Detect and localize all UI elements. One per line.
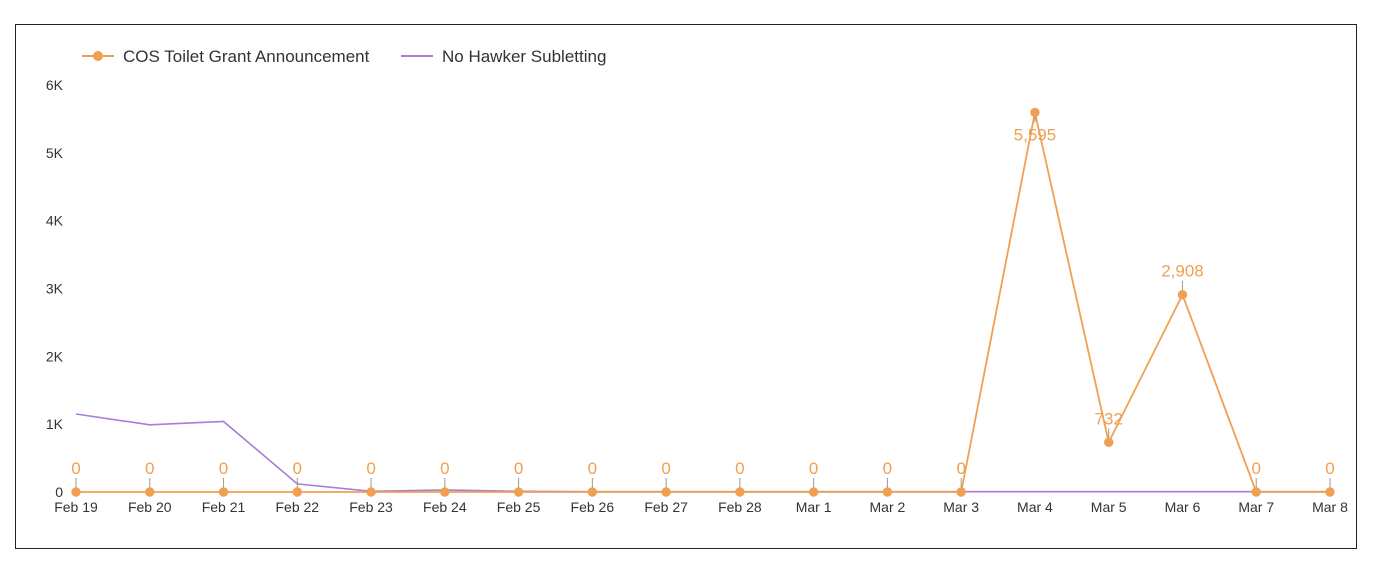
series-line-cos-toilet-grant [76, 112, 1330, 493]
data-label: 0 [883, 459, 892, 478]
legend: COS Toilet Grant Announcement No Hawker S… [82, 47, 606, 66]
x-tick-label: Mar 2 [870, 499, 906, 515]
x-tick-label: Feb 24 [423, 499, 467, 515]
data-label: 0 [956, 459, 965, 478]
x-tick-label: Feb 21 [202, 499, 246, 515]
data-label: 0 [809, 459, 818, 478]
data-point[interactable] [1177, 290, 1188, 300]
x-tick-label: Feb 25 [497, 499, 541, 515]
data-point[interactable] [513, 487, 524, 497]
data-point[interactable] [587, 487, 598, 497]
y-axis: 0 1K 2K 3K 4K 5K 6K [46, 77, 64, 500]
series-line-no-hawker-subletting [75, 413, 1330, 493]
x-tick-label: Feb 22 [275, 499, 319, 515]
data-point[interactable] [661, 487, 671, 497]
legend-marker-cos-toilet-grant [93, 51, 103, 61]
data-label: 0 [293, 459, 302, 478]
data-point[interactable] [71, 487, 81, 497]
y-tick-label: 1K [46, 416, 64, 432]
x-tick-label: Feb 19 [54, 499, 98, 515]
data-label: 0 [514, 459, 523, 478]
data-label: 0 [366, 459, 375, 478]
data-label: 0 [219, 459, 228, 478]
legend-label-cos-toilet-grant[interactable]: COS Toilet Grant Announcement [123, 47, 370, 66]
data-label: 0 [735, 459, 744, 478]
data-point[interactable] [956, 487, 966, 497]
data-point[interactable] [1030, 107, 1040, 118]
data-point[interactable] [218, 487, 229, 497]
data-label: 0 [588, 459, 597, 478]
x-tick-label: Feb 20 [128, 499, 172, 515]
data-point[interactable] [808, 487, 819, 497]
x-tick-label: Mar 8 [1312, 499, 1348, 515]
data-label: 0 [1325, 459, 1334, 478]
x-tick-label: Mar 4 [1017, 499, 1053, 515]
data-label: 0 [440, 459, 449, 478]
x-tick-label: Mar 7 [1238, 499, 1274, 515]
x-tick-label: Feb 23 [349, 499, 393, 515]
data-point[interactable] [366, 487, 376, 497]
x-axis: Feb 19 Feb 20 Feb 21 Feb 22 Feb 23 Feb 24 Feb … [54, 499, 1348, 515]
x-tick-label: Mar 5 [1091, 499, 1127, 515]
x-tick-label: Feb 27 [644, 499, 688, 515]
data-point[interactable] [1325, 487, 1335, 497]
y-tick-label: 2K [46, 348, 64, 364]
y-tick-label: 6K [46, 77, 64, 93]
x-tick-label: Feb 28 [718, 499, 762, 515]
legend-label-no-hawker-subletting[interactable]: No Hawker Subletting [442, 47, 606, 66]
data-label: 0 [661, 459, 670, 478]
chart-frame: COS Toilet Grant Announcement No Hawker S… [15, 24, 1357, 549]
data-point[interactable] [292, 487, 302, 497]
data-point[interactable] [440, 487, 450, 497]
data-point[interactable] [735, 487, 745, 497]
y-tick-label: 3K [46, 281, 64, 297]
plot-area: 0 0 0 0 0 0 0 0 0 0 0 0 0 5,595 732 2,908 0 0 [71, 107, 1335, 497]
data-point[interactable] [1251, 487, 1261, 497]
data-label: 0 [1252, 459, 1261, 478]
line-chart: COS Toilet Grant Announcement No Hawker S… [46, 47, 1348, 515]
y-tick-label: 4K [46, 213, 64, 229]
data-point[interactable] [145, 487, 155, 497]
x-tick-label: Mar 3 [943, 499, 979, 515]
y-tick-label: 5K [46, 145, 64, 161]
x-tick-label: Mar 6 [1165, 499, 1201, 515]
data-label: 732 [1095, 409, 1123, 428]
data-label: 0 [71, 459, 80, 478]
data-label: 2,908 [1161, 262, 1204, 281]
data-label: 5,595 [1014, 125, 1057, 144]
x-tick-label: Feb 26 [571, 499, 615, 515]
data-point[interactable] [1104, 437, 1114, 448]
y-tick-label: 0 [55, 484, 63, 500]
x-tick-label: Mar 1 [796, 499, 832, 515]
data-point[interactable] [882, 487, 893, 497]
data-label: 0 [145, 459, 154, 478]
